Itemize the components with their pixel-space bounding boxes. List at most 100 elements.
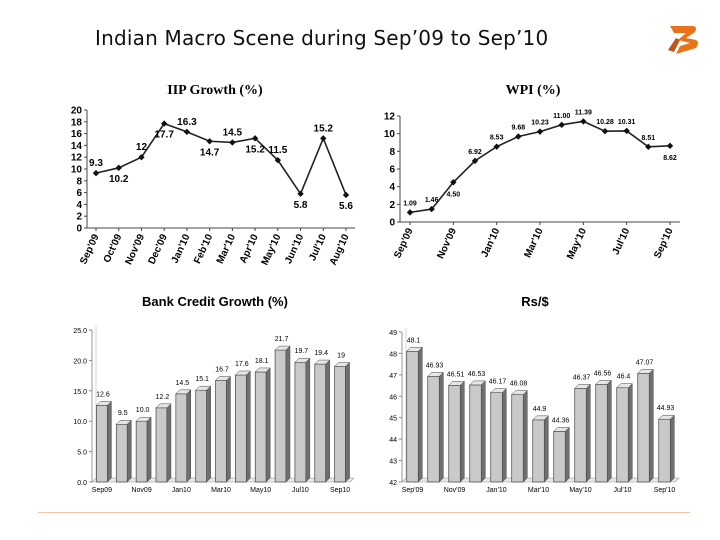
y-tick-label: 0 <box>76 224 82 235</box>
x-tick-label: Jun'10 <box>283 232 306 265</box>
bar-top <box>490 388 507 393</box>
bar-side <box>206 385 211 483</box>
y-tick-label: 4 <box>76 200 82 211</box>
data-point <box>558 121 565 129</box>
x-tick-label: May'10 <box>569 487 591 494</box>
bar-side <box>565 426 570 483</box>
x-tick-label: Jan'10 <box>486 487 507 494</box>
bar-side <box>439 371 444 483</box>
data-label: 12.2 <box>156 394 170 401</box>
x-tick-label: Dec'09 <box>146 232 170 266</box>
bar-top <box>616 383 633 388</box>
y-tick-label: 20 <box>71 106 83 117</box>
chart-title: WPI (%) <box>506 83 561 98</box>
data-point <box>536 128 544 135</box>
y-tick-label: 2 <box>76 212 82 223</box>
y-tick-label: 2 <box>389 200 395 211</box>
y-tick-label: 49 <box>389 330 397 337</box>
data-label: 10.23 <box>531 120 549 127</box>
wpi-chart: WPI (%) 0 2 4 6 8 10 12 Sep'09 Nov'09 Jan'10 Mar'10… <box>384 83 680 261</box>
bar-top <box>448 381 465 386</box>
data-point <box>229 139 236 146</box>
data-label: 46.93 <box>426 362 444 369</box>
bank-logo-icon <box>662 20 704 58</box>
data-label: 46.51 <box>447 371 465 378</box>
bar-side <box>607 379 612 483</box>
data-label: 8.51 <box>642 135 656 142</box>
data-label: 12.6 <box>96 391 110 398</box>
bar <box>595 383 608 483</box>
y-tick-label: 48 <box>389 351 397 358</box>
data-point <box>251 135 259 142</box>
bar <box>511 394 524 483</box>
y-tick-label: 25.0 <box>73 328 87 335</box>
x-tick-label: Feb'10 <box>192 232 215 265</box>
bar <box>274 349 287 483</box>
y-tick-label: 8 <box>76 176 82 187</box>
bar <box>314 363 327 483</box>
y-tick-label: 10.0 <box>73 419 87 426</box>
x-tick-label: Nov'09 <box>435 226 459 260</box>
data-point <box>115 164 122 172</box>
data-label: 21.7 <box>275 336 289 343</box>
bar-side <box>418 346 423 483</box>
bar-top <box>155 403 172 409</box>
bar-side <box>481 380 486 483</box>
bar <box>334 366 346 483</box>
x-tick-label: Jul'10 <box>307 232 329 262</box>
bar-top <box>115 419 132 425</box>
x-tick-label: Oct'09 <box>102 232 125 264</box>
x-tick-label: Jan10 <box>172 487 191 494</box>
bar <box>294 361 307 483</box>
bar-side <box>246 370 251 483</box>
x-tick-label: Jan'10 <box>479 226 502 259</box>
bar-side <box>325 359 330 483</box>
data-label: 1.09 <box>403 200 417 207</box>
y-tick-label: 45 <box>389 416 397 423</box>
y-tick-label: 18 <box>71 117 83 128</box>
data-label: 9.68 <box>512 124 526 131</box>
data-point <box>406 209 414 216</box>
y-tick-label: 16 <box>71 129 83 140</box>
data-label: 10.2 <box>109 174 129 185</box>
data-label: 44.9 <box>533 406 547 413</box>
bar-top <box>234 370 251 376</box>
data-label: 15.1 <box>195 376 209 383</box>
bar <box>155 407 168 483</box>
chart-title: IIP Growth (%) <box>167 83 263 98</box>
bar-side <box>265 367 271 483</box>
data-label: 10.28 <box>596 119 614 126</box>
bar-top <box>294 357 311 363</box>
bar-top <box>195 385 212 391</box>
data-label: 11.39 <box>575 109 592 116</box>
data-point <box>493 143 500 150</box>
bar-side <box>305 357 311 483</box>
data-point <box>160 120 168 127</box>
data-label: 1.46 <box>425 197 439 204</box>
data-label: 46.56 <box>594 370 612 377</box>
x-tick-label: May10 <box>250 487 271 494</box>
data-label: 15.2 <box>314 123 334 134</box>
data-label: 14.5 <box>223 127 243 138</box>
footer-divider <box>38 512 690 513</box>
page-title: Indian Macro Scene during Sep’09 to Sep’… <box>95 26 549 50</box>
bar-side <box>226 375 231 483</box>
data-point <box>580 118 587 125</box>
chart-title: Rs/$ <box>521 294 549 309</box>
y-tick-label: 0.0 <box>77 480 87 487</box>
y-tick-label: 20.0 <box>73 358 87 365</box>
x-tick-label: Sep'09 <box>78 232 102 266</box>
bar <box>215 380 227 483</box>
bar <box>427 376 440 483</box>
data-label: 9.5 <box>118 410 128 417</box>
data-label: 44.36 <box>552 417 570 424</box>
x-tick-label: Mar'10 <box>528 487 549 494</box>
bar <box>490 392 503 483</box>
data-label: 19 <box>337 352 345 359</box>
bar <box>553 431 566 483</box>
data-label: 5.6 <box>339 201 353 212</box>
bar <box>658 418 671 483</box>
data-label: 46.4 <box>617 374 631 381</box>
